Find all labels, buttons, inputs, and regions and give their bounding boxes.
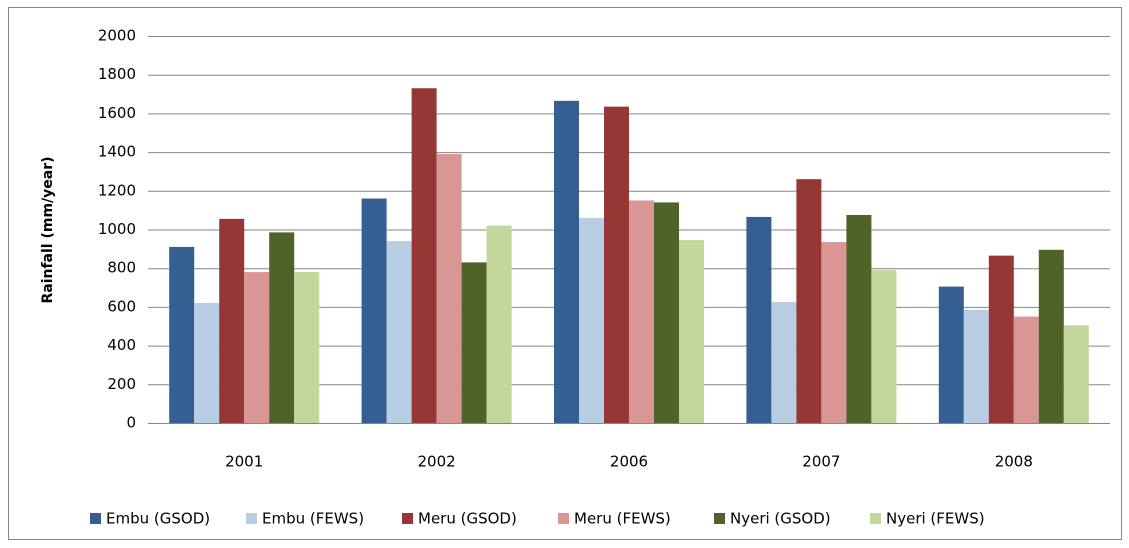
bar [746,216,772,423]
legend-label: Embu (FEWS) [262,510,364,528]
y-tick-label: 0 [126,414,136,432]
bar [771,302,797,423]
y-tick-label: 1600 [98,104,136,122]
legend-swatch [90,513,101,524]
y-tick-label: 1400 [98,143,136,161]
bar [963,309,989,423]
legend-swatch [870,513,881,524]
legend-swatch [246,513,257,524]
bar [436,154,462,423]
bar [988,255,1014,423]
x-tick-label: 2008 [995,453,1033,471]
y-tick-label: 1000 [98,220,136,238]
y-axis-label: Rainfall (mm/year) [40,156,56,303]
x-tick-label: 2006 [610,453,648,471]
legend-swatch [558,513,569,524]
bar [604,106,629,423]
bar [361,198,387,423]
bar [554,100,579,423]
x-tick-label: 2007 [802,453,840,471]
x-tick-label: 2002 [418,453,456,471]
legend-label: Nyeri (GSOD) [730,510,831,528]
y-tick-label: 600 [107,297,136,315]
y-tick-label: 800 [107,259,136,277]
bar [846,214,872,423]
bar [796,179,822,423]
bar [679,240,704,423]
y-tick-label: 2000 [98,27,136,45]
bar [1038,249,1064,423]
y-tick-label: 400 [107,336,136,354]
bar [169,246,195,423]
legend-label: Nyeri (FEWS) [886,510,985,528]
y-tick-label: 1800 [98,65,136,83]
bar [194,303,220,423]
bar [938,286,964,423]
legend-label: Embu (GSOD) [106,510,210,528]
x-tick-label: 2001 [225,453,263,471]
bar [821,242,847,423]
bar [1013,316,1039,423]
legend-swatch [402,513,413,524]
legend-label: Meru (FEWS) [574,510,671,528]
bar [1063,325,1089,423]
bar [871,270,897,423]
bar [486,225,512,423]
y-tick-label: 1200 [98,181,136,199]
y-tick-label: 200 [107,375,136,393]
legend-swatch [714,513,725,524]
bar [294,272,320,423]
bar [654,202,679,423]
bar [461,262,487,423]
bar [219,218,245,423]
bar [411,88,437,424]
bar [244,272,270,423]
bar [269,232,295,423]
legend-label: Meru (GSOD) [418,510,517,528]
bar [386,241,412,423]
bar [629,200,654,423]
bar [579,217,604,423]
